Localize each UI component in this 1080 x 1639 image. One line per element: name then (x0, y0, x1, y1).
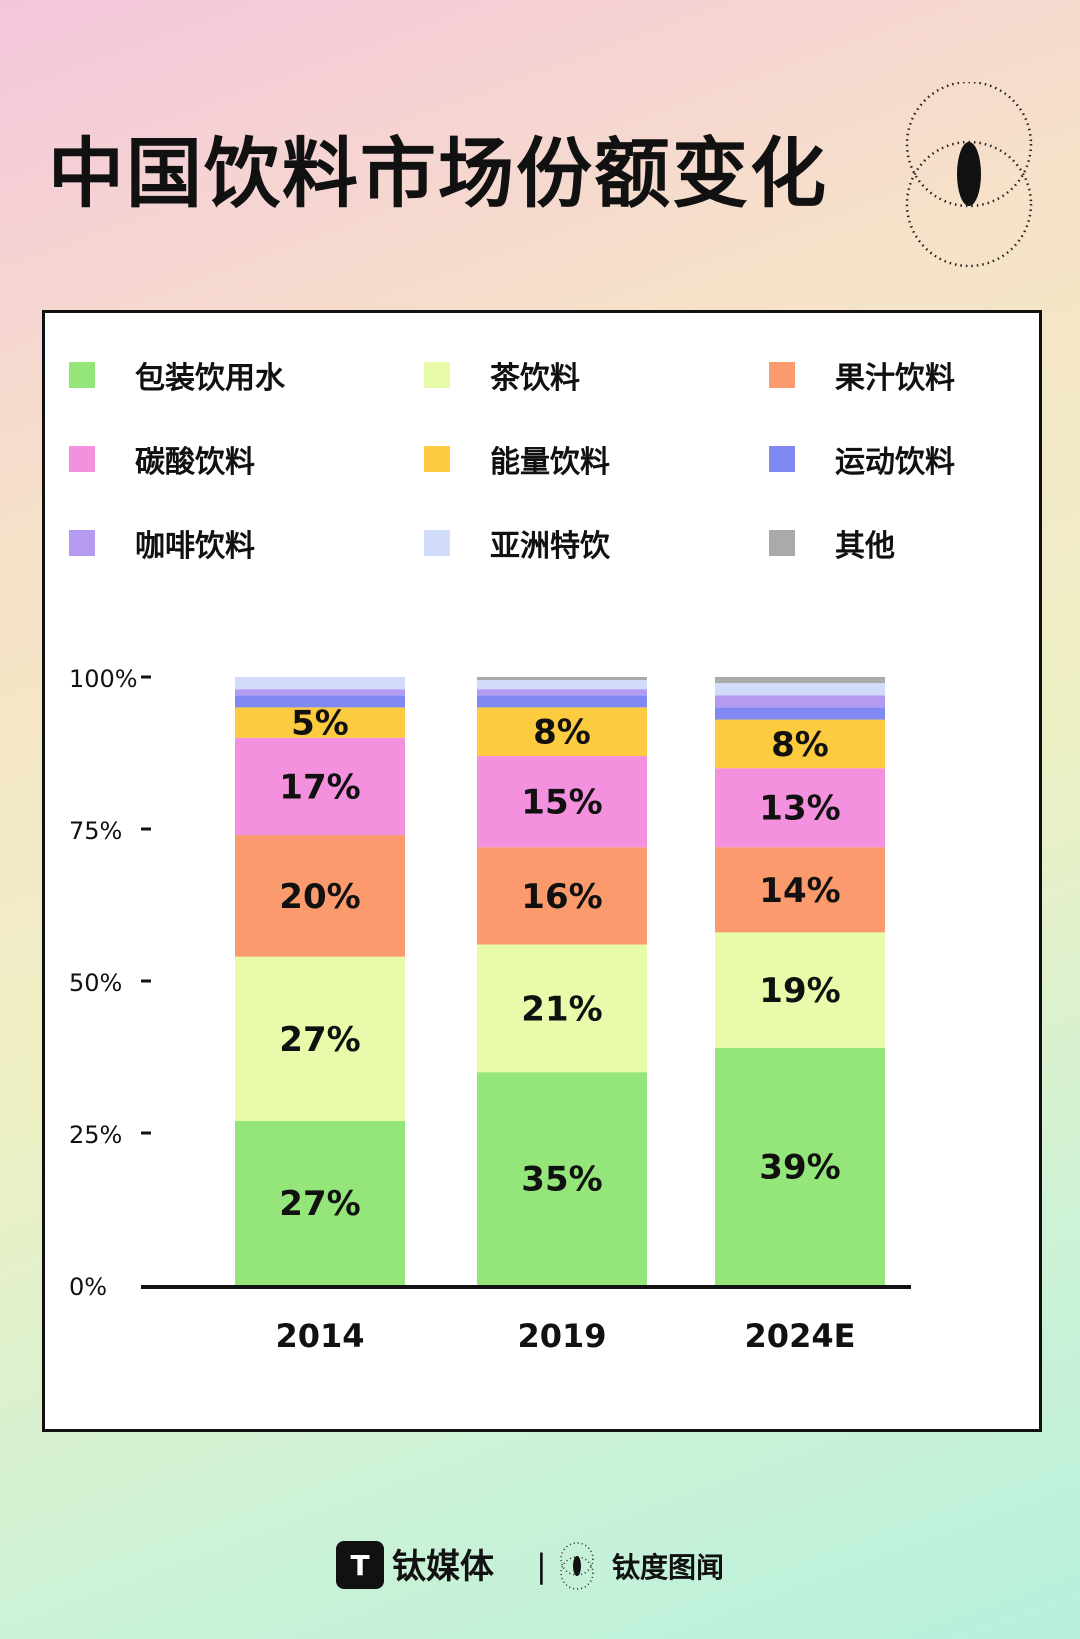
legend-item: 能量饮料 (424, 439, 769, 480)
bar-segment (715, 695, 885, 708)
legend-label: 果汁饮料 (835, 361, 955, 396)
bar-segment (235, 695, 405, 708)
data-label: 35% (521, 1160, 602, 1200)
data-label: 21% (521, 989, 602, 1029)
data-label: 8% (533, 713, 591, 753)
bar-segment (477, 680, 647, 690)
data-label: 8% (771, 725, 829, 765)
eye-logo-icon (905, 82, 1033, 268)
y-tick-label: 75% (69, 817, 122, 845)
legend-label: 碳酸饮料 (135, 445, 255, 480)
legend-swatch (769, 530, 795, 556)
legend-swatch (769, 446, 795, 472)
bar-segment (235, 956, 405, 1121)
data-label: 15% (521, 783, 602, 823)
legend-item: 碳酸饮料 (69, 439, 424, 480)
legend-item: 果汁饮料 (769, 355, 1009, 396)
svg-text:T: T (350, 1549, 369, 1582)
legend-label: 能量饮料 (490, 445, 610, 480)
data-label: 14% (759, 871, 840, 911)
bar-segment (715, 932, 885, 1048)
legend-label: 包装饮用水 (135, 361, 285, 396)
bar-segment (715, 847, 885, 933)
y-tick-label: 25% (69, 1121, 122, 1149)
bar-segment (235, 677, 405, 690)
legend-label: 运动饮料 (835, 445, 955, 480)
x-tick-label: 2014 (275, 1317, 364, 1355)
footer-separator: | (536, 1547, 547, 1585)
bar-segment (235, 835, 405, 957)
legend: 包装饮用水 茶饮料 果汁饮料 碳酸饮料 能量饮料 运动饮料 咖啡饮料 亚洲特饮 (69, 355, 1009, 564)
legend-item: 咖啡饮料 (69, 523, 424, 564)
data-label: 13% (759, 789, 840, 829)
bar-segment (477, 1072, 647, 1285)
legend-item: 运动饮料 (769, 439, 1009, 480)
bar-segment (477, 695, 647, 708)
y-tick-label: 100% (69, 665, 138, 693)
bar-segment (715, 719, 885, 769)
bar-segment (477, 677, 647, 681)
data-label: 5% (291, 704, 349, 744)
bar-segment (477, 944, 647, 1073)
bar-segment (477, 689, 647, 696)
bar-segment (715, 677, 885, 684)
legend-swatch (69, 530, 95, 556)
x-tick-label: 2024E (745, 1317, 856, 1355)
x-tick-label: 2019 (517, 1317, 606, 1355)
data-label: 27% (279, 1184, 360, 1224)
legend-swatch (424, 362, 450, 388)
legend-label: 咖啡饮料 (135, 529, 255, 564)
eye-mini-icon (560, 1542, 594, 1590)
legend-swatch (424, 530, 450, 556)
legend-label: 茶饮料 (490, 361, 580, 396)
legend-item: 其他 (769, 523, 1009, 564)
legend-swatch (424, 446, 450, 472)
bar-segment (235, 1120, 405, 1285)
bar-segment (235, 707, 405, 738)
sub-brand-name: 钛度图闻 (612, 1551, 724, 1584)
y-tick-label: 50% (69, 969, 122, 997)
bar-segment (715, 683, 885, 696)
brand-name: 钛媒体 (392, 1547, 494, 1587)
page-title: 中国饮料市场份额变化 (48, 129, 828, 218)
legend-swatch (769, 362, 795, 388)
bar-segment (715, 1047, 885, 1285)
data-label: 39% (759, 1147, 840, 1187)
data-label: 19% (759, 971, 840, 1011)
brand-logo-icon: T (336, 1541, 384, 1589)
bar-segment (235, 689, 405, 696)
y-tick-label: 0% (69, 1273, 107, 1301)
footer: T 钛媒体 | 钛度图闻 (336, 1541, 724, 1590)
legend-swatch (69, 362, 95, 388)
data-label: 20% (279, 877, 360, 917)
legend-item: 茶饮料 (424, 355, 769, 396)
legend-label: 亚洲特饮 (490, 529, 610, 564)
legend-item: 包装饮用水 (69, 355, 424, 396)
bar-segment (477, 756, 647, 848)
legend-swatch (69, 446, 95, 472)
bar-segment (715, 707, 885, 720)
bar-segment (235, 737, 405, 836)
data-label: 16% (521, 877, 602, 917)
data-label: 27% (279, 1020, 360, 1060)
chart-panel: 包装饮用水 茶饮料 果汁饮料 碳酸饮料 能量饮料 运动饮料 咖啡饮料 亚洲特饮 (42, 310, 1042, 1432)
bar-segment (477, 707, 647, 757)
legend-item: 亚洲特饮 (424, 523, 769, 564)
bar-segment (477, 847, 647, 945)
bar-segment (715, 768, 885, 848)
stacked-bar-chart: 27% 27% 20% 17% 5% 35% 21% 16% 15% 8% 39% 19% 14% 13%… (69, 665, 911, 1355)
data-label: 17% (279, 767, 360, 807)
legend-label: 其他 (835, 529, 895, 564)
